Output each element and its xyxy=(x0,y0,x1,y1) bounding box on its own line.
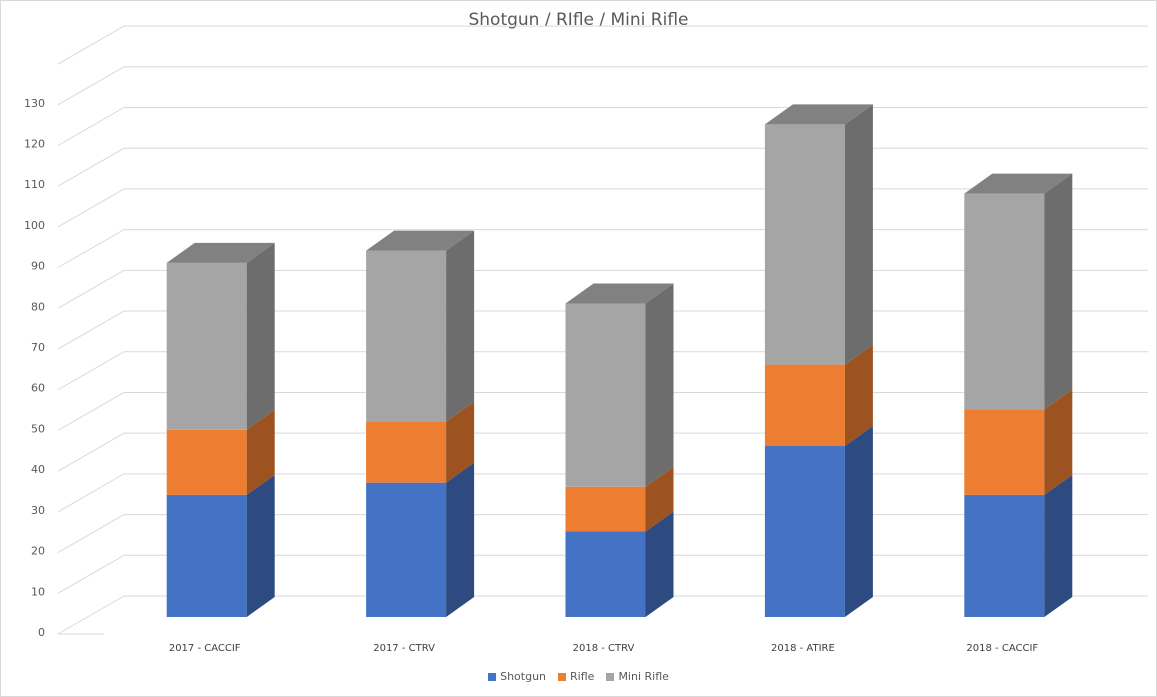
legend-label: Mini Rifle xyxy=(618,670,669,683)
bar-segment-mini-rifle xyxy=(565,303,646,487)
x-category-label: 2017 - CTRV xyxy=(373,643,435,654)
bar-top xyxy=(565,283,674,304)
bar-side-rifle xyxy=(246,409,275,495)
bar-segment-rifle xyxy=(764,364,845,447)
chart-legend: Shotgun Rifle Mini Rifle xyxy=(0,670,1157,683)
legend-item: Mini Rifle xyxy=(606,670,669,683)
y-tick-label: 70 xyxy=(31,341,45,354)
bar-segment-rifle xyxy=(366,421,447,483)
chart-title: Shotgun / RIfle / Mini Rifle xyxy=(468,10,689,30)
bar-side-mini-rifle xyxy=(1044,173,1073,410)
gridline-diagonal xyxy=(57,107,125,146)
gridline-diagonal xyxy=(57,147,125,187)
gridline-diagonal xyxy=(57,514,125,554)
bar-top xyxy=(964,173,1073,194)
y-tick-label: 0 xyxy=(38,626,45,639)
bar-side-mini-rifle xyxy=(246,242,275,430)
bar-segment-shotgun xyxy=(964,494,1045,617)
y-tick-label: 80 xyxy=(31,300,45,313)
bar-side-rifle xyxy=(1044,389,1073,495)
y-tick-label: 90 xyxy=(31,260,45,273)
legend-swatch xyxy=(606,672,615,681)
bar-side-rifle xyxy=(645,466,674,532)
bar-segment-rifle xyxy=(166,429,247,495)
x-category-label: 2018 - CACCIF xyxy=(966,643,1038,654)
bar-segment-mini-rifle xyxy=(764,124,845,365)
x-category-label: 2018 - ATIRE xyxy=(771,643,835,654)
bar-segment-shotgun xyxy=(166,494,247,617)
y-tick-label: 50 xyxy=(31,422,45,435)
y-tick-label: 30 xyxy=(31,504,45,517)
y-tick-label: 100 xyxy=(24,219,45,232)
bar-side-shotgun xyxy=(645,511,674,617)
gridline-diagonal xyxy=(57,432,125,472)
bar-segment-mini-rifle xyxy=(166,262,247,430)
bar-side-rifle xyxy=(446,401,475,483)
gridline-diagonal xyxy=(57,554,125,594)
gridline-diagonal xyxy=(57,188,125,228)
bar-side-mini-rifle xyxy=(645,283,674,487)
y-tick-label: 130 xyxy=(24,97,45,110)
bar-segment-rifle xyxy=(565,486,646,532)
gridline-diagonal xyxy=(57,473,125,513)
x-category-label: 2018 - CTRV xyxy=(573,643,635,654)
gridline-diagonal xyxy=(57,595,125,635)
y-tick-label: 40 xyxy=(31,463,45,476)
y-tick-label: 10 xyxy=(31,585,45,598)
y-tick-label: 60 xyxy=(31,382,45,395)
bar-top xyxy=(764,104,873,125)
y-tick-label: 110 xyxy=(24,178,45,191)
bar-side-rifle xyxy=(844,344,873,447)
bar-top xyxy=(166,242,275,263)
bar-segment-shotgun xyxy=(764,446,845,617)
bar-side-mini-rifle xyxy=(446,230,475,422)
y-tick-label: 120 xyxy=(24,137,45,150)
bar-top xyxy=(366,230,475,251)
gridline-diagonal xyxy=(57,25,125,65)
gridline-diagonal xyxy=(57,392,125,431)
bar-side-shotgun xyxy=(844,426,873,617)
legend-item: Rifle xyxy=(558,670,594,683)
legend-label: Rifle xyxy=(570,670,595,683)
bar-side-mini-rifle xyxy=(844,104,873,365)
gridline-diagonal xyxy=(57,66,125,106)
gridline-diagonal xyxy=(57,351,125,391)
bar-segment-shotgun xyxy=(565,531,646,617)
bar-side-shotgun xyxy=(446,462,475,617)
x-category-label: 2017 - CACCIF xyxy=(169,643,241,654)
legend-swatch xyxy=(488,672,497,681)
bar-segment-rifle xyxy=(964,409,1045,495)
bar-side-shotgun xyxy=(1044,474,1073,617)
bar-segment-mini-rifle xyxy=(366,250,447,422)
bar-side-shotgun xyxy=(246,474,275,617)
legend-swatch xyxy=(558,672,567,681)
bar-segment-shotgun xyxy=(366,482,447,617)
y-tick-label: 20 xyxy=(31,545,45,558)
gridline-diagonal xyxy=(57,229,125,269)
gridline-diagonal xyxy=(57,269,125,309)
legend-label: Shotgun xyxy=(500,670,547,683)
gridline-diagonal xyxy=(57,310,125,350)
bar-segment-mini-rifle xyxy=(964,193,1045,410)
legend-item: Shotgun xyxy=(488,670,546,683)
